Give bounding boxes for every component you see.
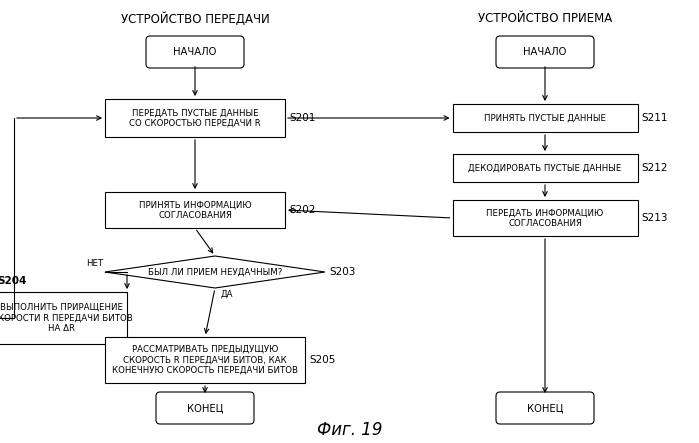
Text: S212: S212 [642,163,668,173]
Text: ВЫПОЛНИТЬ ПРИРАЩЕНИЕ
СКОРОСТИ R ПЕРЕДАЧИ БИТОВ
НА ΔR: ВЫПОЛНИТЬ ПРИРАЩЕНИЕ СКОРОСТИ R ПЕРЕДАЧИ… [0,303,132,333]
Text: Фиг. 19: Фиг. 19 [317,421,382,439]
FancyBboxPatch shape [496,36,594,68]
Bar [0,292,127,344]
Text: УСТРОЙСТВО ПРИЕМА: УСТРОЙСТВО ПРИЕМА [478,12,612,25]
Bar [105,192,285,228]
Text: ДА: ДА [221,290,233,299]
Text: БЫЛ ЛИ ПРИЕМ НЕУДАЧНЫМ?: БЫЛ ЛИ ПРИЕМ НЕУДАЧНЫМ? [148,268,282,276]
Text: ПЕРЕДАТЬ ПУСТЫЕ ДАННЫЕ
СО СКОРОСТЬЮ ПЕРЕДАЧИ R: ПЕРЕДАТЬ ПУСТЫЕ ДАННЫЕ СО СКОРОСТЬЮ ПЕРЕ… [129,108,261,128]
Polygon shape [105,256,325,288]
Bar [452,200,637,236]
Text: ПРИНЯТЬ ПУСТЫЕ ДАННЫЕ: ПРИНЯТЬ ПУСТЫЕ ДАННЫЕ [484,113,606,123]
Text: S211: S211 [642,113,668,123]
Text: ПРИНЯТЬ ИНФОРМАЦИЮ
СОГЛАСОВАНИЯ: ПРИНЯТЬ ИНФОРМАЦИЮ СОГЛАСОВАНИЯ [138,200,252,220]
Text: НАЧАЛО: НАЧАЛО [524,47,567,57]
Text: S202: S202 [289,205,315,215]
Text: S203: S203 [329,267,355,277]
Text: КОНЕЦ: КОНЕЦ [527,403,563,413]
Text: ДЕКОДИРОВАТЬ ПУСТЫЕ ДАННЫЕ: ДЕКОДИРОВАТЬ ПУСТЫЕ ДАННЫЕ [468,163,621,172]
Text: УСТРОЙСТВО ПЕРЕДАЧИ: УСТРОЙСТВО ПЕРЕДАЧИ [121,12,269,26]
FancyBboxPatch shape [156,392,254,424]
FancyBboxPatch shape [146,36,244,68]
Text: НАЧАЛО: НАЧАЛО [173,47,217,57]
Text: S205: S205 [309,355,336,365]
FancyBboxPatch shape [496,392,594,424]
Bar [105,337,305,383]
Text: S204: S204 [0,276,27,286]
Text: КОНЕЦ: КОНЕЦ [187,403,223,413]
Bar [452,104,637,132]
Bar [452,154,637,182]
Text: РАССМАТРИВАТЬ ПРЕДЫДУЩУЮ
СКОРОСТЬ R ПЕРЕДАЧИ БИТОВ, КАК
КОНЕЧНУЮ СКОРОСТЬ ПЕРЕДА: РАССМАТРИВАТЬ ПРЕДЫДУЩУЮ СКОРОСТЬ R ПЕРЕ… [112,345,298,375]
Text: НЕТ: НЕТ [86,259,103,268]
Text: S201: S201 [289,113,315,123]
Text: ПЕРЕДАТЬ ИНФОРМАЦИЮ
СОГЛАСОВАНИЯ: ПЕРЕДАТЬ ИНФОРМАЦИЮ СОГЛАСОВАНИЯ [487,208,604,228]
Text: S213: S213 [642,213,668,223]
Bar [105,99,285,137]
